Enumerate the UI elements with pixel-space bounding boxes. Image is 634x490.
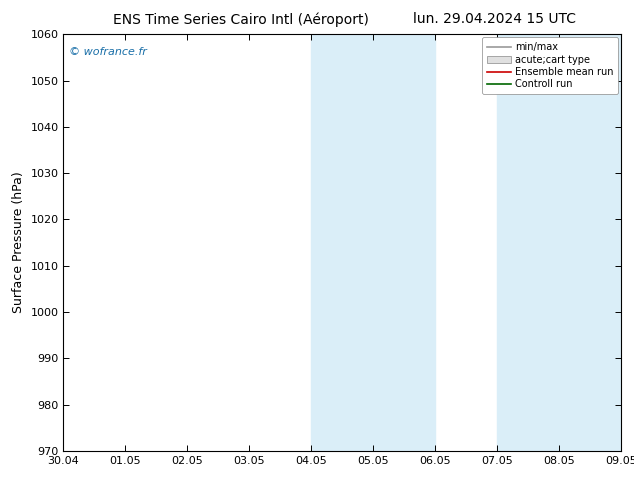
Legend: min/max, acute;cart type, Ensemble mean run, Controll run: min/max, acute;cart type, Ensemble mean … <box>482 37 618 94</box>
Text: © wofrance.fr: © wofrance.fr <box>69 47 147 57</box>
Y-axis label: Surface Pressure (hPa): Surface Pressure (hPa) <box>12 172 25 314</box>
Text: ENS Time Series Cairo Intl (Aéroport): ENS Time Series Cairo Intl (Aéroport) <box>113 12 369 27</box>
Bar <box>497 34 621 451</box>
Text: lun. 29.04.2024 15 UTC: lun. 29.04.2024 15 UTC <box>413 12 576 26</box>
Bar <box>311 34 436 451</box>
